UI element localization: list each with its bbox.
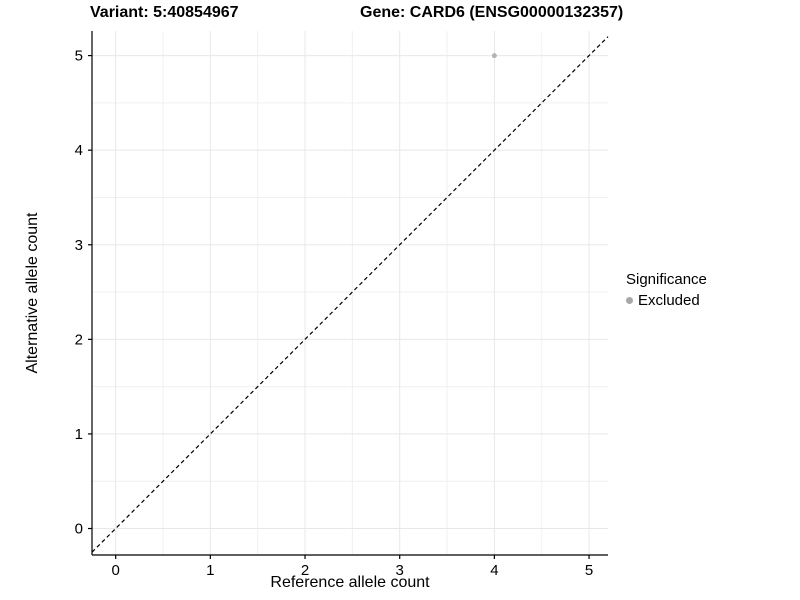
y-tick-label: 5	[75, 48, 83, 65]
x-tick-label: 5	[585, 562, 593, 579]
y-tick-label: 3	[75, 237, 83, 254]
x-tick-label: 3	[396, 562, 404, 579]
plot-title-variant: Variant: 5:40854967	[90, 4, 239, 21]
x-axis-title: Reference allele count	[270, 574, 430, 591]
legend: Significance Excluded	[626, 271, 707, 309]
y-tick-label: 0	[75, 521, 83, 538]
y-axis-title: Alternative allele count	[24, 212, 41, 374]
legend-key-dot-icon	[626, 297, 633, 304]
identity-dashed-line	[91, 36, 609, 553]
legend-entry-label: Excluded	[638, 292, 700, 309]
legend-entry-excluded: Excluded	[626, 292, 707, 309]
x-tick-label: 4	[490, 562, 498, 579]
legend-title: Significance	[626, 271, 707, 288]
y-tick-label: 2	[75, 331, 83, 348]
data-point	[491, 53, 497, 59]
x-tick-label: 1	[206, 562, 214, 579]
plot-title-gene: Gene: CARD6 (ENSG00000132357)	[360, 4, 624, 21]
x-tick-label: 0	[111, 562, 119, 579]
y-tick-label: 4	[75, 142, 83, 159]
y-tick-label: 1	[75, 426, 83, 443]
x-tick-label: 2	[301, 562, 309, 579]
